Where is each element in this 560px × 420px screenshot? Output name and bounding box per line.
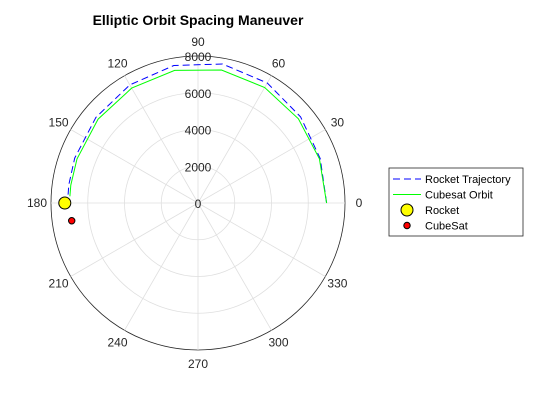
polar-grid-spoke (197, 202, 272, 331)
theta-tick-label: 0 (356, 196, 363, 210)
legend-label: Rocket Trajectory (425, 174, 511, 186)
theta-tick-label: 270 (188, 357, 208, 371)
r-tick-label: 4000 (185, 124, 212, 138)
polar-grid-spoke (70, 129, 199, 204)
r-tick-label: 6000 (185, 87, 212, 101)
chart-title: Elliptic Orbit Spacing Maneuver (93, 12, 304, 28)
plot-series (58, 63, 328, 225)
theta-tick-label: 330 (327, 277, 347, 291)
theta-tick-label: 60 (272, 57, 286, 71)
series-marker-cubesat (68, 217, 76, 225)
theta-tick-label: 150 (49, 116, 69, 130)
theta-tick-label: 300 (268, 335, 288, 349)
theta-tick-label: 210 (49, 277, 69, 291)
polar-grid-spoke (197, 75, 272, 204)
legend-marker (403, 221, 411, 230)
series-line-rocket-trajectory (67, 63, 328, 204)
polar-grid-spoke (124, 75, 199, 204)
r-tick-label: 0 (195, 197, 202, 211)
legend-box (388, 167, 524, 237)
polar-grid: 0 30 60 90 120 150 180 210 240 270 300 330 0 2000 4000… (27, 35, 363, 371)
polar-grid-spoke (70, 202, 199, 277)
theta-tick-label: 30 (331, 116, 345, 130)
legend: Rocket Trajectory Cubesat Orbit Rocket Cube… (388, 167, 524, 237)
r-tick-label: 2000 (185, 160, 212, 174)
legend-marker (400, 203, 414, 217)
theta-tick-label: 120 (107, 57, 127, 71)
theta-tick-label: 90 (191, 35, 205, 49)
series-line-cubesat-orbit (69, 69, 328, 204)
polar-grid-spoke (197, 129, 326, 204)
theta-tick-label: 240 (107, 335, 127, 349)
legend-label: Rocket (425, 205, 459, 217)
legend-label: Cubesat Orbit (425, 190, 493, 202)
theta-tick-label: 180 (27, 196, 47, 210)
series-marker-rocket (58, 196, 72, 210)
polar-grid-spoke (124, 202, 199, 331)
legend-label: CubeSat (425, 221, 468, 233)
r-tick-label: 8000 (185, 50, 212, 64)
polar-grid-spoke (197, 202, 326, 277)
